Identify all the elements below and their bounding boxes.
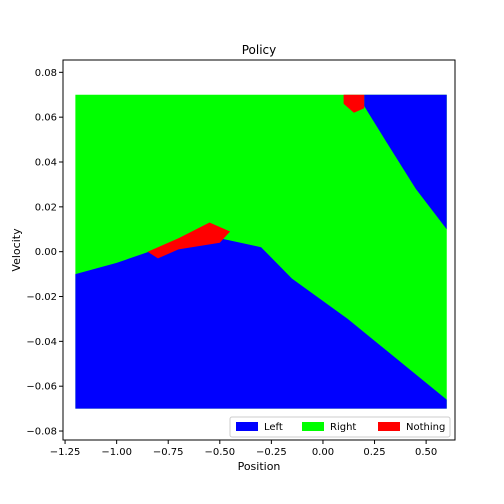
region-nothing — [147, 222, 231, 259]
legend-swatch-left — [236, 422, 258, 431]
x-tick-label: 0.25 — [363, 447, 385, 458]
y-tick-label: 0.08 — [35, 68, 57, 79]
y-tick-label: 0.06 — [35, 113, 57, 124]
x-tick-label: 0.00 — [312, 447, 334, 458]
y-tick-label: −0.08 — [26, 427, 57, 438]
y-axis-label: Velocity — [10, 228, 23, 272]
region-nothing-small — [343, 94, 365, 113]
legend: Left Right Nothing — [229, 416, 451, 438]
y-axis-ticks: −0.08 −0.06 −0.04 −0.02 0.00 0.02 0.04 0.06 0.08 — [26, 68, 63, 438]
y-tick-label: 0.04 — [35, 158, 57, 169]
y-tick-label: −0.04 — [26, 337, 57, 348]
region-left-upper — [364, 94, 447, 230]
x-tick-label: −1.00 — [101, 447, 132, 458]
x-axis-ticks: −1.25 −1.00 −0.75 −0.50 −0.25 0.00 0.25 0.50 — [50, 440, 437, 458]
x-axis-label: Position — [238, 460, 281, 473]
chart-title: Policy — [242, 43, 277, 57]
x-tick-label: 0.50 — [415, 447, 437, 458]
legend-swatch-nothing — [378, 422, 400, 431]
plot-frame — [62, 59, 456, 441]
x-tick-label: −1.25 — [50, 447, 81, 458]
legend-label-right: Right — [330, 422, 356, 433]
legend-label-left: Left — [264, 422, 283, 433]
legend-swatch-right — [302, 422, 324, 431]
x-tick-label: −0.50 — [204, 447, 235, 458]
x-tick-label: −0.25 — [256, 447, 287, 458]
policy-regions — [75, 94, 447, 409]
y-tick-label: 0.00 — [35, 247, 57, 258]
y-tick-label: −0.02 — [26, 292, 57, 303]
y-tick-label: −0.06 — [26, 382, 57, 393]
region-left-lower — [75, 238, 447, 409]
y-tick-label: 0.02 — [35, 202, 57, 213]
legend-label-nothing: Nothing — [406, 422, 445, 433]
x-tick-label: −0.75 — [153, 447, 184, 458]
